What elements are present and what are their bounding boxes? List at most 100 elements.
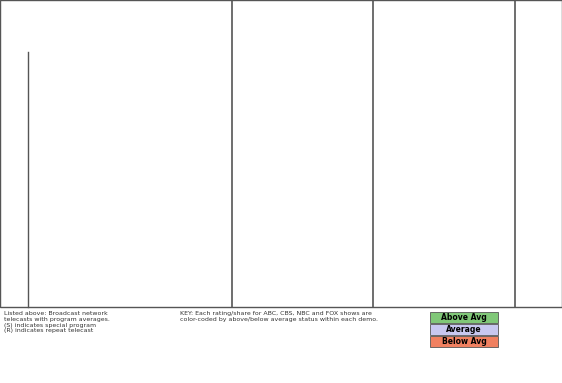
Text: 6: 6 bbox=[395, 141, 400, 150]
Text: 1.0: 1.0 bbox=[248, 243, 262, 252]
Text: 0.5: 0.5 bbox=[296, 175, 310, 184]
Text: 1.7: 1.7 bbox=[343, 243, 357, 252]
Bar bbox=[327, 273, 373, 290]
Bar bbox=[468, 154, 515, 171]
Text: 737: 737 bbox=[530, 277, 547, 286]
Text: 1.2: 1.2 bbox=[296, 141, 310, 150]
Text: 8:00 PM: 8:00 PM bbox=[198, 278, 224, 285]
Bar bbox=[28, 171, 190, 188]
Bar bbox=[430, 312, 498, 323]
Text: 4: 4 bbox=[488, 56, 494, 65]
Bar bbox=[420, 137, 468, 154]
Text: Above Avg: Above Avg bbox=[441, 313, 487, 322]
Text: 0.2: 0.2 bbox=[296, 277, 310, 286]
Text: 10:00 PM: 10:00 PM bbox=[196, 177, 226, 183]
Bar bbox=[327, 120, 373, 137]
Text: (S) FOX WORLD SERIES G: (S) FOX WORLD SERIES G bbox=[31, 260, 145, 269]
Bar bbox=[420, 256, 468, 273]
Text: 1.3: 1.3 bbox=[296, 243, 310, 252]
Bar bbox=[0, 86, 28, 103]
Text: 3: 3 bbox=[395, 124, 400, 133]
Text: 9:00 PM: 9:00 PM bbox=[198, 92, 224, 98]
Bar bbox=[468, 137, 515, 154]
Text: 4: 4 bbox=[488, 124, 494, 133]
Text: 23,013: 23,013 bbox=[523, 260, 554, 269]
Text: FOX: FOX bbox=[4, 243, 24, 252]
Bar bbox=[232, 222, 279, 239]
Bar bbox=[327, 222, 373, 239]
Bar bbox=[430, 336, 498, 347]
Bar bbox=[515, 154, 562, 171]
Text: 25: 25 bbox=[486, 260, 497, 269]
Text: STUMPTOWN: STUMPTOWN bbox=[31, 124, 91, 133]
Bar bbox=[468, 86, 515, 103]
Bar bbox=[232, 188, 279, 205]
Text: 4,019: 4,019 bbox=[526, 56, 551, 65]
Text: 6: 6 bbox=[395, 243, 400, 252]
Text: Official Broadcast Nationals: Official Broadcast Nationals bbox=[48, 32, 184, 42]
Bar bbox=[232, 86, 279, 103]
Bar bbox=[373, 188, 420, 205]
Bar bbox=[232, 120, 279, 137]
Bar bbox=[420, 86, 468, 103]
Text: 9:00 PM: 9:00 PM bbox=[198, 211, 224, 216]
Text: Adults: Adults bbox=[479, 18, 504, 26]
Bar bbox=[515, 69, 562, 86]
Bar bbox=[0, 256, 28, 273]
Bar bbox=[373, 290, 420, 307]
Text: Demographic Shares: Demographic Shares bbox=[391, 3, 497, 13]
Text: 0: 0 bbox=[441, 294, 447, 303]
Text: 18-49: 18-49 bbox=[433, 31, 455, 39]
Text: 50+: 50+ bbox=[483, 31, 500, 39]
Bar bbox=[190, 222, 232, 239]
Bar bbox=[515, 239, 562, 256]
Bar bbox=[279, 188, 327, 205]
Bar bbox=[28, 86, 190, 103]
Bar bbox=[0, 171, 28, 188]
Bar bbox=[28, 103, 190, 120]
Text: 5,551: 5,551 bbox=[526, 243, 551, 252]
Text: 0.7: 0.7 bbox=[296, 73, 310, 82]
Bar bbox=[279, 103, 327, 120]
Bar bbox=[373, 52, 420, 69]
Bar bbox=[468, 273, 515, 290]
Text: 10:00 PM: 10:00 PM bbox=[196, 228, 226, 234]
Text: Persons: Persons bbox=[518, 3, 559, 13]
Bar bbox=[190, 137, 232, 154]
Bar bbox=[420, 154, 468, 171]
Bar bbox=[327, 239, 373, 256]
Text: 1.3: 1.3 bbox=[343, 56, 357, 65]
Bar bbox=[515, 52, 562, 69]
Text: 0.4: 0.4 bbox=[248, 107, 262, 116]
Text: 3,929: 3,929 bbox=[526, 90, 551, 99]
Text: SEAL TEAM: SEAL TEAM bbox=[31, 158, 81, 167]
Bar bbox=[430, 324, 498, 335]
Text: 1: 1 bbox=[488, 277, 494, 286]
Text: 34: 34 bbox=[439, 260, 450, 269]
Text: 6: 6 bbox=[395, 226, 400, 235]
Text: SINGLE PARENTS: SINGLE PARENTS bbox=[31, 107, 107, 116]
Bar bbox=[420, 222, 468, 239]
Bar bbox=[0, 120, 28, 137]
Bar bbox=[515, 205, 562, 222]
Text: 0.5: 0.5 bbox=[248, 90, 262, 99]
Text: 4: 4 bbox=[488, 90, 494, 99]
Text: 9: 9 bbox=[488, 226, 494, 235]
Text: 9:31PM: 9:31PM bbox=[199, 108, 223, 115]
Text: 1: 1 bbox=[488, 294, 494, 303]
Text: 21: 21 bbox=[392, 260, 402, 269]
Text: 0.1: 0.1 bbox=[296, 294, 310, 303]
Bar bbox=[279, 120, 327, 137]
Text: 4: 4 bbox=[441, 209, 447, 218]
Bar bbox=[190, 86, 232, 103]
Bar bbox=[515, 222, 562, 239]
Text: 2,662: 2,662 bbox=[525, 107, 551, 116]
Text: 6,374: 6,374 bbox=[526, 141, 551, 150]
Bar bbox=[28, 256, 190, 273]
Bar bbox=[190, 69, 232, 86]
Bar bbox=[232, 239, 279, 256]
Bar bbox=[515, 120, 562, 137]
Bar bbox=[190, 205, 232, 222]
Text: NANCY DREW: NANCY DREW bbox=[31, 294, 92, 303]
Text: ABC: ABC bbox=[4, 56, 24, 65]
